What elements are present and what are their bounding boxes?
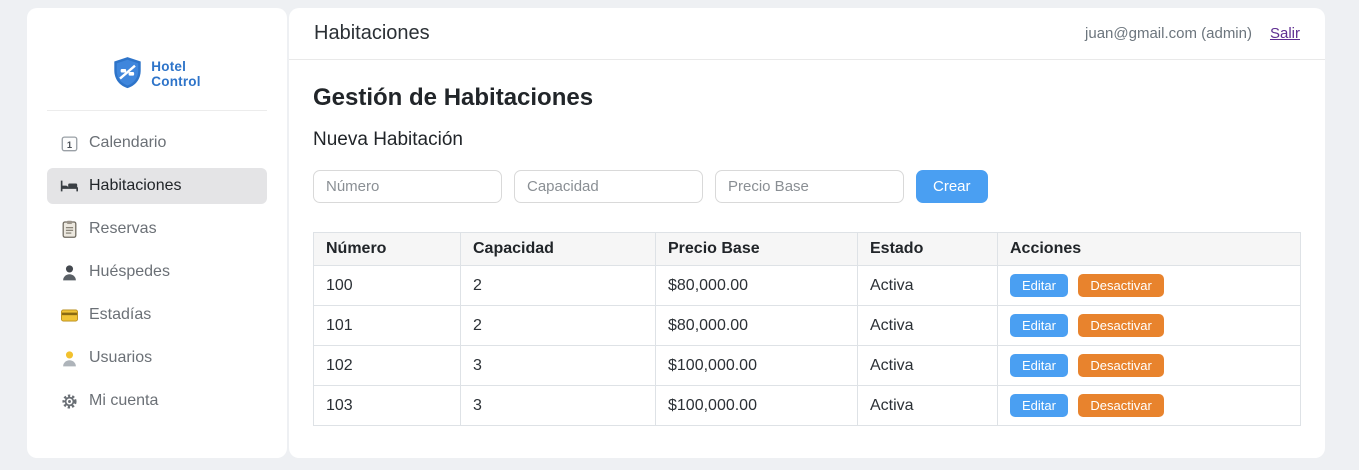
cell-precio: $100,000.00	[655, 345, 858, 386]
sidebar-item-label: Huéspedes	[89, 263, 170, 280]
sidebar-item-label: Habitaciones	[89, 177, 182, 194]
cell-precio: $80,000.00	[655, 305, 858, 346]
svg-text:1: 1	[66, 139, 71, 149]
cell-numero: 100	[313, 265, 461, 306]
deactivate-button[interactable]: Desactivar	[1078, 354, 1164, 377]
new-room-form: Crear	[313, 170, 1301, 203]
cell-precio: $100,000.00	[655, 385, 858, 426]
sidebar-item-label: Reservas	[89, 220, 157, 237]
cell-numero: 102	[313, 345, 461, 386]
capacidad-input[interactable]	[514, 170, 703, 203]
sidebar-divider	[47, 110, 267, 111]
cell-capacidad: 3	[460, 385, 656, 426]
cell-numero: 103	[313, 385, 461, 426]
cell-capacidad: 2	[460, 305, 656, 346]
cell-acciones: Editar Desactivar	[997, 345, 1301, 386]
sidebar-item-usuarios[interactable]: Usuarios	[47, 340, 267, 376]
deactivate-button[interactable]: Desactivar	[1078, 394, 1164, 417]
header-precio-base: Precio Base	[655, 232, 858, 266]
sidebar-item-calendario[interactable]: 1 Calendario	[47, 125, 267, 161]
header-capacidad: Capacidad	[460, 232, 656, 266]
table-header-row: Número Capacidad Precio Base Estado Acci…	[313, 232, 1301, 266]
cell-estado: Activa	[857, 345, 998, 386]
cell-estado: Activa	[857, 265, 998, 306]
cell-precio: $80,000.00	[655, 265, 858, 306]
header-numero: Número	[313, 232, 461, 266]
sidebar-nav: 1 Calendario Habitaciones	[27, 111, 287, 440]
new-room-subheading: Nueva Habitación	[313, 129, 463, 150]
topbar-user-area: juan@gmail.com (admin) Salir	[1085, 25, 1300, 42]
deactivate-button[interactable]: Desactivar	[1078, 274, 1164, 297]
table-row: 100 2 $80,000.00 Activa Editar Desactiva…	[313, 265, 1301, 306]
table-row: 103 3 $100,000.00 Activa Editar Desactiv…	[313, 385, 1301, 426]
logout-link[interactable]: Salir	[1269, 25, 1300, 42]
cell-estado: Activa	[857, 305, 998, 346]
sidebar-item-habitaciones[interactable]: Habitaciones	[47, 168, 267, 204]
sidebar-item-label: Estadías	[89, 306, 152, 323]
cell-capacidad: 3	[460, 345, 656, 386]
sidebar: Hotel Control 1 Calendario Habita	[27, 8, 287, 458]
user-email: juan@gmail.com (admin)	[1085, 25, 1252, 42]
sidebar-item-reservas[interactable]: Reservas	[47, 211, 267, 247]
sidebar-item-label: Mi cuenta	[89, 392, 159, 409]
main-panel: Habitaciones juan@gmail.com (admin) Sali…	[289, 8, 1325, 458]
deactivate-button[interactable]: Desactivar	[1078, 314, 1164, 337]
gear-icon	[60, 393, 78, 410]
shield-logo-icon	[113, 56, 142, 94]
edit-button[interactable]: Editar	[1010, 274, 1068, 297]
sidebar-item-mi-cuenta[interactable]: Mi cuenta	[47, 383, 267, 419]
sidebar-item-estadias[interactable]: Estadías	[47, 297, 267, 333]
cell-estado: Activa	[857, 385, 998, 426]
topbar: Habitaciones juan@gmail.com (admin) Sali…	[289, 8, 1325, 60]
cell-acciones: Editar Desactivar	[997, 385, 1301, 426]
cell-acciones: Editar Desactivar	[997, 305, 1301, 346]
sidebar-item-label: Calendario	[89, 134, 167, 151]
table-row: 101 2 $80,000.00 Activa Editar Desactiva…	[313, 305, 1301, 346]
cell-capacidad: 2	[460, 265, 656, 306]
section-heading: Gestión de Habitaciones	[313, 84, 594, 111]
create-button[interactable]: Crear	[916, 170, 988, 203]
cell-acciones: Editar Desactivar	[997, 265, 1301, 306]
content-area: Gestión de Habitaciones Nueva Habitación…	[289, 60, 1325, 426]
header-estado: Estado	[857, 232, 998, 266]
page-title: Habitaciones	[314, 22, 430, 44]
clipboard-icon	[60, 220, 78, 238]
numero-input[interactable]	[313, 170, 502, 203]
user-icon	[60, 350, 78, 367]
cell-numero: 101	[313, 305, 461, 346]
edit-button[interactable]: Editar	[1010, 394, 1068, 417]
app-logo: Hotel Control	[27, 8, 287, 110]
sidebar-item-label: Usuarios	[89, 349, 153, 366]
calendar-icon: 1	[60, 135, 78, 152]
sidebar-item-huespedes[interactable]: Huéspedes	[47, 254, 267, 290]
precio-base-input[interactable]	[715, 170, 904, 203]
credit-card-icon	[60, 309, 78, 322]
table-row: 102 3 $100,000.00 Activa Editar Desactiv…	[313, 345, 1301, 386]
guest-icon	[60, 264, 78, 281]
header-acciones: Acciones	[997, 232, 1301, 266]
logo-text: Hotel Control	[151, 59, 201, 89]
edit-button[interactable]: Editar	[1010, 354, 1068, 377]
bed-icon	[60, 179, 78, 193]
edit-button[interactable]: Editar	[1010, 314, 1068, 337]
rooms-table: Número Capacidad Precio Base Estado Acci…	[313, 232, 1301, 426]
